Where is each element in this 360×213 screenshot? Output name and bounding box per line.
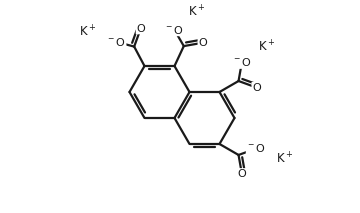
Text: $^-$O: $^-$O — [246, 142, 266, 154]
Text: $^-$O: $^-$O — [106, 36, 126, 48]
Text: O: O — [238, 169, 246, 179]
Text: O: O — [198, 38, 207, 48]
Text: K$^+$: K$^+$ — [258, 40, 275, 55]
Text: K$^+$: K$^+$ — [276, 151, 293, 166]
Text: K$^+$: K$^+$ — [79, 24, 96, 39]
Text: O: O — [252, 82, 261, 92]
Text: K$^+$: K$^+$ — [188, 4, 205, 19]
Text: $^-$O: $^-$O — [232, 56, 252, 68]
Text: $^-$O: $^-$O — [164, 24, 184, 36]
Text: O: O — [136, 24, 145, 34]
